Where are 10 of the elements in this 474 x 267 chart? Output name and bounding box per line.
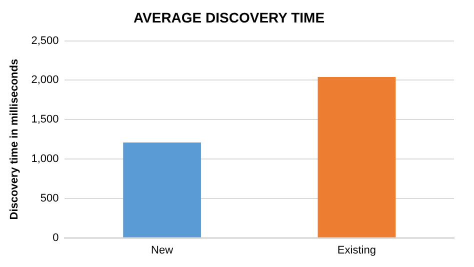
- chart-title: AVERAGE DISCOVERY TIME: [133, 9, 325, 26]
- y-tick-label: 1,500: [31, 114, 59, 126]
- y-tick-label: 500: [40, 192, 59, 204]
- y-tick-label: 2,500: [31, 34, 59, 47]
- y-tick-label: 0: [52, 232, 59, 244]
- x-tick-label: Existing: [337, 244, 376, 256]
- y-axis-title: Discovery time in milliseconds: [8, 58, 21, 220]
- x-tick-label: New: [151, 244, 174, 256]
- y-tick-label: 2,000: [31, 74, 59, 86]
- y-tick-label: 1,000: [31, 153, 59, 166]
